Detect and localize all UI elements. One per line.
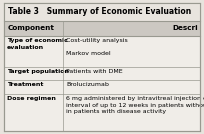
Text: 6 mg administered by intravitreal injection every
interval of up to 12 weeks in : 6 mg administered by intravitreal inject… (66, 96, 204, 114)
Text: Dose regimen: Dose regimen (7, 96, 56, 101)
Text: Component: Component (7, 25, 54, 31)
Text: Patients with DME: Patients with DME (66, 69, 123, 74)
Text: Table 3   Summary of Economic Evaluation: Table 3 Summary of Economic Evaluation (8, 7, 191, 16)
Text: Treatment: Treatment (7, 83, 43, 88)
Text: Brolucizumab: Brolucizumab (66, 83, 109, 88)
Text: Descri: Descri (172, 25, 198, 31)
Text: Type of economic
evaluation: Type of economic evaluation (7, 38, 68, 50)
Bar (4, 21, 200, 36)
Bar (4, 3, 200, 21)
Text: Cost-utility analysis

Markov model: Cost-utility analysis Markov model (66, 38, 128, 56)
Text: Target population: Target population (7, 69, 69, 74)
